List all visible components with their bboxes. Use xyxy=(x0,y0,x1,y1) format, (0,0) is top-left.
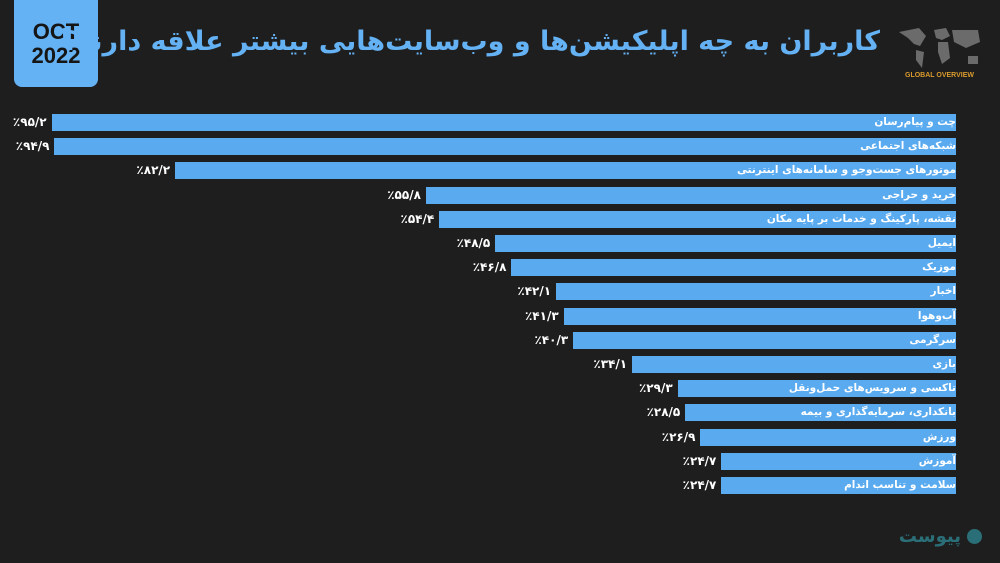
value-label: ٪۲۴/۷ xyxy=(682,453,717,468)
world-map-icon xyxy=(899,28,980,68)
value-label: ٪۴۶/۸ xyxy=(472,260,507,275)
bar xyxy=(677,380,956,398)
bar xyxy=(175,162,956,180)
category-label: سلامت و تناسب اندام xyxy=(844,479,956,491)
logo-mark-icon xyxy=(967,529,982,544)
bar xyxy=(556,283,956,301)
date-month: OCT xyxy=(32,18,80,44)
value-label: ٪۹۴/۹ xyxy=(15,139,50,154)
value-label: ٪۴۰/۳ xyxy=(534,332,569,347)
bar xyxy=(700,428,956,446)
category-label: چت و پیام‌رسان xyxy=(874,116,956,128)
value-label: ٪۵۴/۴ xyxy=(400,211,435,226)
bar xyxy=(573,331,956,349)
value-label: ٪۲۸/۵ xyxy=(646,405,681,420)
logo-text: پیوست xyxy=(898,526,961,547)
category-label: موزیک xyxy=(922,261,956,274)
bar xyxy=(511,259,956,277)
bar xyxy=(425,186,956,204)
bar xyxy=(685,404,956,422)
category-label: ورزش xyxy=(922,430,956,443)
bar xyxy=(632,356,956,373)
bar xyxy=(54,138,956,156)
category-label: آب‌وهوا xyxy=(917,309,956,322)
category-label: بازی xyxy=(932,358,956,370)
bar xyxy=(563,307,956,325)
value-label: ٪۲۹/۳ xyxy=(638,381,673,396)
global-overview-caption: GLOBAL OVERVIEW xyxy=(905,72,974,79)
bar xyxy=(51,114,956,131)
bar xyxy=(439,210,956,228)
category-label: خرید و حراجی xyxy=(882,188,956,201)
value-label: ٪۹۵/۲ xyxy=(12,115,47,129)
chart-title: کاربران به چه اپلیکیشن‌ها و وب‌سایت‌هایی… xyxy=(61,26,880,57)
value-label: ٪۲۴/۷ xyxy=(682,478,717,492)
category-label: سرگرمی xyxy=(909,333,956,346)
category-label: اخبار xyxy=(930,285,956,298)
category-label: نقشه، پارکینگ و خدمات بر پایه مکان xyxy=(766,212,956,225)
value-label: ٪۴۲/۱ xyxy=(517,284,552,299)
value-label: ٪۵۵/۸ xyxy=(387,187,421,202)
bar xyxy=(721,477,956,494)
category-label: تاکسی و سرویس‌های حمل‌ونقل xyxy=(788,382,956,395)
value-label: ٪۳۴/۱ xyxy=(593,357,628,371)
date-year: 2022 xyxy=(31,42,81,68)
value-label: ٪۴۱/۳ xyxy=(524,308,559,323)
value-label: ٪۲۶/۹ xyxy=(661,429,696,444)
category-label: موتورهای جست‌وجو و سامانه‌های اینترنتی xyxy=(736,164,956,177)
brand-logo: پیوست xyxy=(899,526,982,547)
category-label: آموزش xyxy=(918,454,956,467)
bar xyxy=(721,452,956,470)
category-label: شبکه‌های اجتماعی xyxy=(860,140,956,153)
value-label: ٪۸۲/۲ xyxy=(136,163,171,178)
category-label: ایمیل xyxy=(927,237,956,249)
bar xyxy=(495,235,956,252)
category-label: بانکداری، سرمایه‌گذاری و بیمه xyxy=(800,406,956,419)
value-label: ٪۴۸/۵ xyxy=(456,236,491,250)
date-badge: OCT 2022 xyxy=(14,0,98,87)
